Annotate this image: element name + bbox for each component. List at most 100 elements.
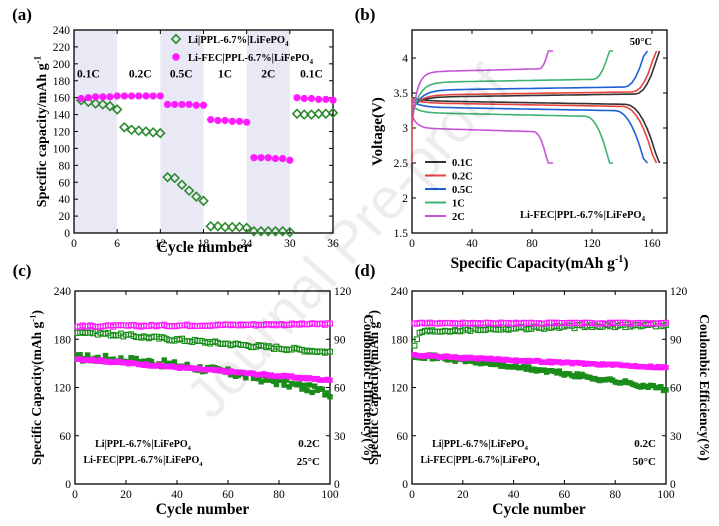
legend-label-part: Li|PPL-6.7%|LiFePO <box>95 439 188 450</box>
panel-d: 0 20 40 60 80 1000601201802400306090120(d)Li|… <box>355 261 712 518</box>
x-tick-label: 0 <box>409 238 415 250</box>
data-point-circle <box>127 92 136 100</box>
x-axis-title-part: Specific Capacity(mAh g <box>450 255 615 272</box>
capacity-point <box>571 373 578 380</box>
x-axis-title: Cycle number <box>156 501 250 518</box>
legend-label: 0.2C <box>452 172 473 183</box>
legend-label-part: Li-FEC|PPL-6.7%|LiFePO <box>420 455 536 466</box>
capacity-point <box>281 382 287 388</box>
charge-curve <box>411 50 658 109</box>
capacity-point <box>161 357 167 363</box>
capacity-point <box>286 384 292 390</box>
y-axis-title-part: ) <box>29 310 44 315</box>
data-point-circle <box>113 92 121 100</box>
rate-label: 0.2C <box>634 438 656 450</box>
capacity-point <box>663 387 669 393</box>
y2-tick-label: 90 <box>334 334 346 346</box>
rate-band <box>246 30 290 233</box>
data-point-circle <box>91 93 100 101</box>
capacity-point <box>663 364 669 371</box>
data-point-diamond <box>190 191 202 202</box>
data-point-diamond <box>97 99 109 110</box>
data-point-diamond <box>111 104 123 115</box>
discharge-curve <box>411 100 649 164</box>
x-tick-label: 30 <box>284 238 296 250</box>
data-point-circle <box>207 116 215 124</box>
data-point-circle <box>99 93 107 101</box>
rate-label: 0.2C <box>129 68 152 80</box>
capacity-point <box>85 352 91 358</box>
y2-tick-label: 120 <box>670 286 688 298</box>
panel-b: 0 40 80 120 1601.522.533.54(b)50°C0.1C0.2C0.… <box>355 5 668 272</box>
data-point-circle <box>163 100 172 109</box>
y-tick-label: 220 <box>53 42 71 54</box>
capacity-point <box>319 386 326 392</box>
discharge-curve <box>411 96 661 164</box>
data-point-diamond <box>291 108 303 120</box>
y-tick-label: 4 <box>402 53 408 65</box>
legend-b: 0.1C 0.2C 0.5C 1C 2C <box>425 158 473 223</box>
x-tick-label: 100 <box>321 489 339 501</box>
discharge-curve <box>411 98 658 164</box>
y-tick-label: 0 <box>402 479 408 491</box>
legend-label-part: 4 <box>285 41 289 48</box>
ce-point <box>327 348 333 355</box>
y-tick-label: 2.5 <box>394 158 409 170</box>
data-point-diamond <box>241 222 252 234</box>
x-tick-label: 0 <box>409 489 415 501</box>
capacity-point <box>513 362 519 368</box>
panel-c: 0 20 40 60 80 1000601201802400306090120(c)Li|… <box>13 261 376 518</box>
y2-tick-label: 60 <box>334 383 346 395</box>
y-axis-title-part: -1 <box>32 55 42 63</box>
capacity-point <box>255 376 262 382</box>
data-point-diamond <box>212 220 224 232</box>
data-point-diamond <box>248 225 260 237</box>
x-tick-label: 40 <box>171 489 183 501</box>
cell-label-part: 4 <box>642 216 646 223</box>
data-point-circle <box>106 93 114 101</box>
data-point-circle <box>307 94 316 103</box>
data-point-circle <box>271 154 280 163</box>
x-tick-label: 80 <box>273 489 285 501</box>
y2-tick-label: 120 <box>334 286 352 298</box>
legend-label-part: 4 <box>310 59 314 66</box>
capacity-point <box>526 364 532 370</box>
data-point-circle <box>142 92 150 100</box>
data-point-circle <box>264 154 272 162</box>
panel-label-b: (b) <box>355 5 376 24</box>
data-point-circle <box>199 101 208 109</box>
capacity-point <box>171 359 178 365</box>
data-point-diamond <box>205 220 217 232</box>
y2-tick-label: 0 <box>334 479 340 491</box>
y-tick-label: 20 <box>59 211 71 223</box>
legend-label-part: 4 <box>536 461 540 468</box>
y-tick-label: 200 <box>53 59 71 71</box>
legend-label: 1C <box>452 199 465 210</box>
rate-band <box>74 30 118 233</box>
discharge-curve <box>411 115 553 164</box>
data-point-diamond <box>255 225 267 237</box>
temperature-label: 25°C <box>297 456 320 468</box>
legend-a: Li|PPL-6.7%|LiFePO4Li-FEC|PPL-6.7%|LiFeP… <box>170 33 314 66</box>
legend-label: Li|PPL-6.7%|LiFePO4 <box>95 439 191 452</box>
data-point-diamond <box>169 172 181 184</box>
y-tick-label: 240 <box>54 286 72 298</box>
y-axis-title-part: Specific Capacity(mAh g <box>29 322 44 465</box>
data-point-circle <box>228 117 236 125</box>
data-point-diamond <box>313 108 324 120</box>
data-point-diamond <box>90 98 101 109</box>
y-axis-title: Specific capacity/mAh g-1 <box>32 55 50 207</box>
rate-label: 0.5C <box>170 68 193 80</box>
cell-label-part: Li-FEC|PPL-6.7%|LiFePO <box>520 210 642 221</box>
data-point-circle <box>329 96 337 104</box>
rate-label: 0.1C <box>77 68 100 80</box>
ce-point <box>411 342 418 349</box>
capacity-point <box>296 381 303 387</box>
y-axis-title-part: Specific Capacity(mAh g <box>366 322 381 465</box>
y-tick-label: 0 <box>64 228 70 240</box>
data-point-diamond <box>198 195 209 207</box>
y-tick-label: 3 <box>402 123 408 135</box>
capacity-point <box>304 387 310 394</box>
capacity-point <box>278 377 285 383</box>
data-point-circle <box>257 154 265 162</box>
